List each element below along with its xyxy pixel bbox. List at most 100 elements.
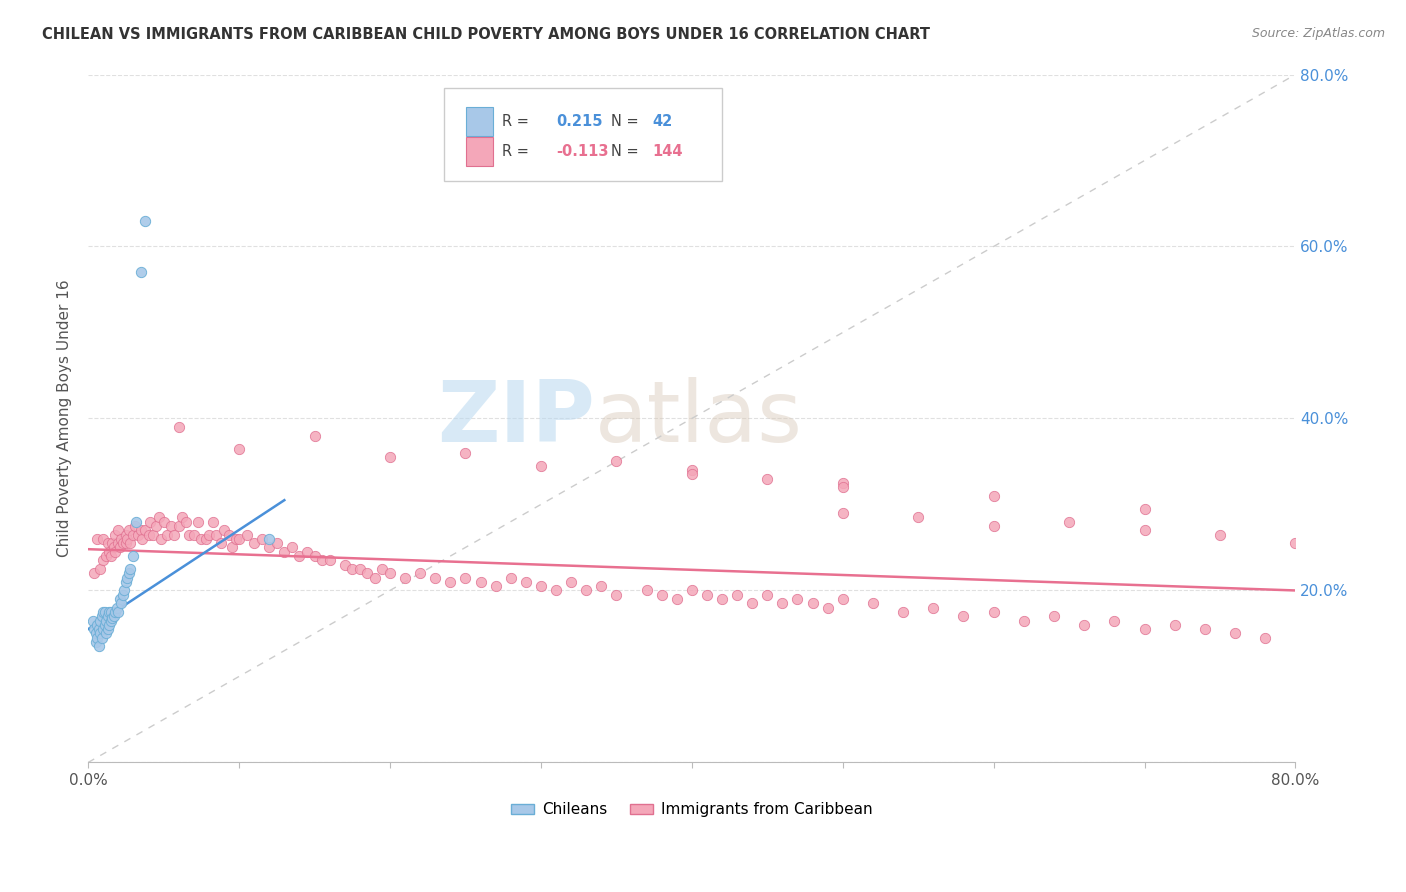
Point — [364, 570, 387, 584]
Point — [160, 519, 183, 533]
Point — [94, 618, 117, 632]
Point — [148, 510, 170, 524]
Point — [98, 545, 121, 559]
Point — [134, 213, 156, 227]
Point — [605, 588, 627, 602]
Point — [1133, 501, 1156, 516]
Point — [983, 519, 1005, 533]
Point — [183, 527, 205, 541]
Point — [831, 475, 853, 490]
Point — [110, 596, 132, 610]
Point — [94, 605, 117, 619]
Point — [111, 588, 134, 602]
Point — [530, 579, 553, 593]
Point — [605, 454, 627, 468]
Point — [225, 532, 247, 546]
Point — [560, 574, 582, 589]
Point — [97, 622, 120, 636]
Point — [470, 574, 492, 589]
Point — [1133, 622, 1156, 636]
Point — [311, 553, 333, 567]
Point — [156, 527, 179, 541]
Point — [257, 532, 280, 546]
Point — [681, 463, 703, 477]
Point — [190, 532, 212, 546]
Point — [110, 532, 132, 546]
Point — [115, 527, 138, 541]
Point — [831, 506, 853, 520]
Point — [89, 562, 111, 576]
Point — [104, 545, 127, 559]
Point — [922, 600, 945, 615]
Point — [163, 527, 186, 541]
Point — [101, 611, 124, 625]
Point — [218, 527, 240, 541]
Point — [544, 583, 567, 598]
Point — [179, 527, 201, 541]
Point — [665, 592, 688, 607]
Point — [111, 536, 134, 550]
Text: ZIP: ZIP — [437, 377, 595, 460]
Point — [983, 605, 1005, 619]
Point — [167, 420, 190, 434]
Point — [152, 515, 174, 529]
Point — [250, 532, 273, 546]
Text: N =: N = — [612, 145, 638, 159]
Point — [711, 592, 734, 607]
Point — [115, 536, 138, 550]
Point — [90, 609, 112, 624]
Point — [96, 614, 118, 628]
Point — [1223, 626, 1246, 640]
Point — [394, 570, 416, 584]
Point — [138, 527, 160, 541]
Point — [91, 553, 114, 567]
Point — [84, 635, 107, 649]
Point — [96, 626, 118, 640]
Point — [117, 532, 139, 546]
Point — [952, 609, 974, 624]
Point — [89, 614, 111, 628]
Point — [786, 592, 808, 607]
Point — [257, 541, 280, 555]
Point — [454, 570, 477, 584]
Point — [1073, 618, 1095, 632]
Text: 42: 42 — [652, 114, 672, 128]
Point — [125, 515, 148, 529]
Point — [107, 536, 129, 550]
Point — [91, 605, 114, 619]
Point — [1133, 523, 1156, 537]
Point — [295, 545, 318, 559]
Point — [107, 523, 129, 537]
Point — [756, 588, 779, 602]
Point — [118, 566, 141, 581]
Point — [83, 566, 105, 581]
Point — [97, 536, 120, 550]
Point — [304, 428, 326, 442]
Text: -0.113: -0.113 — [557, 145, 609, 159]
Point — [170, 510, 193, 524]
Point — [103, 609, 125, 624]
Point — [91, 622, 114, 636]
Text: 0.215: 0.215 — [557, 114, 603, 128]
Point — [96, 549, 118, 563]
Point — [205, 527, 228, 541]
Point — [105, 600, 128, 615]
Point — [681, 583, 703, 598]
Point — [212, 523, 235, 537]
Point — [103, 541, 125, 555]
FancyBboxPatch shape — [465, 107, 492, 136]
Point — [862, 596, 884, 610]
Point — [439, 574, 461, 589]
Text: R =: R = — [502, 114, 529, 128]
Point — [1057, 515, 1080, 529]
Text: CHILEAN VS IMMIGRANTS FROM CARIBBEAN CHILD POVERTY AMONG BOYS UNDER 16 CORRELATI: CHILEAN VS IMMIGRANTS FROM CARIBBEAN CHI… — [42, 27, 931, 42]
Point — [124, 519, 146, 533]
Point — [378, 566, 401, 581]
Point — [371, 562, 394, 576]
Point — [115, 574, 138, 589]
Point — [129, 265, 152, 279]
Point — [90, 631, 112, 645]
Point — [221, 541, 243, 555]
Point — [89, 626, 111, 640]
Point — [378, 450, 401, 465]
